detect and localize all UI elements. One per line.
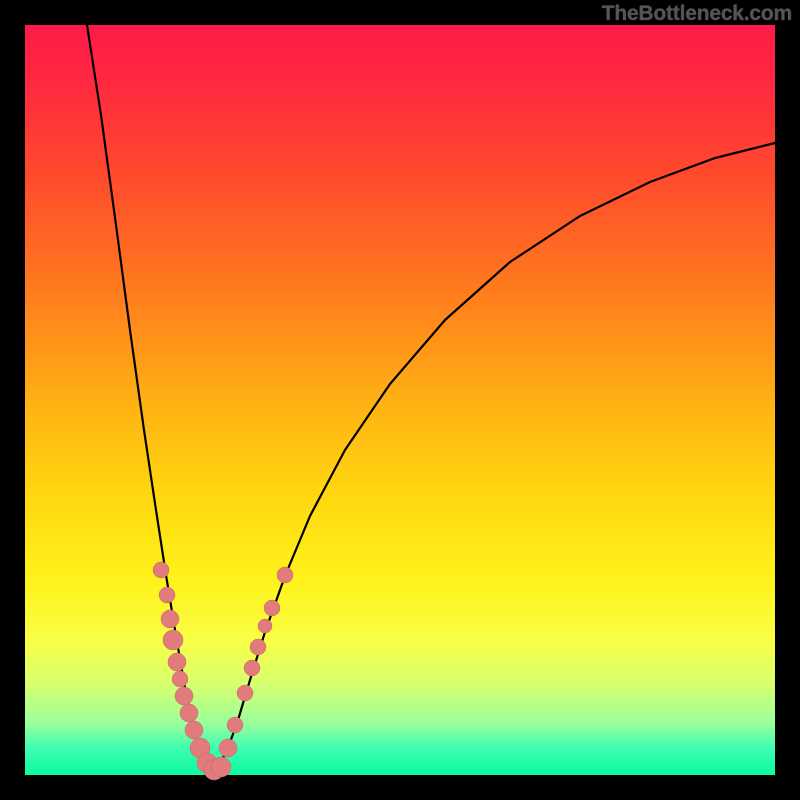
watermark-text: TheBottleneck.com bbox=[602, 2, 792, 26]
bottleneck-chart: TheBottleneck.com bbox=[0, 0, 800, 800]
gradient-rect bbox=[25, 25, 775, 775]
gradient-background bbox=[0, 0, 800, 800]
